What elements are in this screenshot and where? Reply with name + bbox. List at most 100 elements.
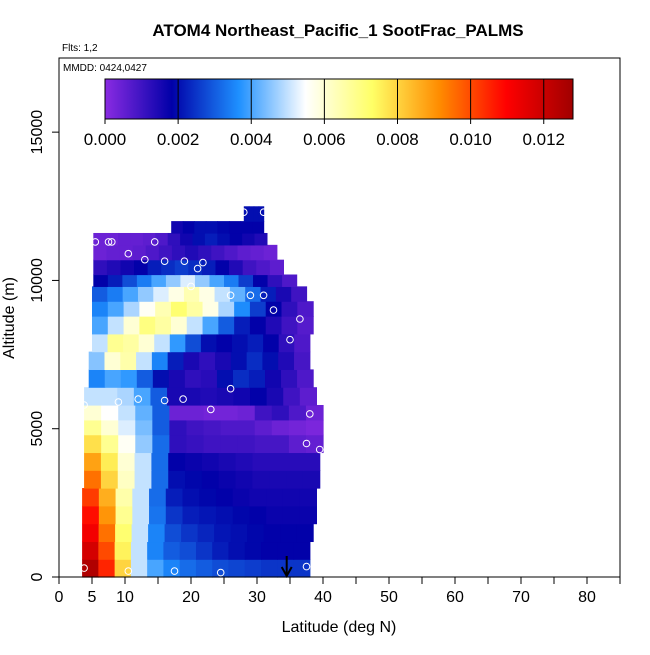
heatmap-cell: [299, 505, 317, 525]
sample-point: [306, 410, 314, 418]
heatmap-cell: [118, 404, 136, 421]
heatmap-cell: [267, 274, 283, 287]
heatmap-cell: [137, 286, 154, 302]
heatmap-cell: [254, 404, 273, 421]
sample-point: [141, 255, 149, 264]
heatmap-cell: [281, 369, 298, 388]
heatmap-cell: [104, 369, 122, 388]
y-axis-label: Altitude (m): [1, 277, 18, 359]
x-tick-label: 80: [578, 589, 596, 606]
heatmap-cell: [302, 470, 321, 489]
heatmap-cell: [194, 221, 207, 234]
heatmap-cell: [88, 369, 106, 388]
heatmap-cell: [184, 369, 202, 388]
heatmap-cell: [167, 232, 181, 246]
heatmap-cell: [263, 523, 281, 543]
heatmap-cell: [214, 286, 231, 302]
heatmap-cell: [168, 470, 186, 489]
heatmap-cell: [288, 419, 307, 436]
heatmap-cell: [183, 286, 200, 302]
heatmap-cell: [149, 505, 167, 525]
heatmap-cell: [148, 523, 166, 543]
heatmap-cell: [200, 369, 218, 388]
heatmap-cell: [244, 559, 262, 578]
heatmap-cell: [200, 333, 218, 353]
heatmap-cell: [271, 434, 290, 454]
heatmap-cell: [152, 404, 171, 421]
heatmap-cell: [100, 452, 119, 471]
heatmap-cell: [198, 244, 212, 261]
heatmap-cell: [217, 232, 231, 246]
heatmap-cell: [182, 488, 200, 507]
heatmap-cell: [237, 419, 256, 436]
heatmap-cell: [186, 434, 205, 454]
heatmap-cell: [179, 541, 197, 560]
heatmap-cell: [118, 419, 136, 436]
sample-point: [240, 208, 248, 216]
heatmap-cell: [280, 523, 298, 543]
colorbar-tick-label: 0.000: [84, 130, 127, 149]
heatmap-cell: [202, 316, 219, 335]
sample-point: [160, 257, 169, 266]
heatmap-cell: [117, 387, 135, 406]
heatmap-cell: [253, 274, 269, 287]
heatmap-cell: [132, 505, 150, 525]
heatmap-cell: [123, 316, 140, 335]
x-tick-label: 50: [380, 589, 398, 606]
sample-points-layer: [80, 208, 324, 577]
sample-point: [216, 568, 225, 577]
heatmap-cell: [132, 244, 147, 261]
heatmap-cell: [145, 244, 160, 261]
sample-point: [296, 315, 304, 323]
heatmap-cell: [220, 404, 239, 421]
heatmap-cell: [195, 541, 213, 560]
heatmap-cell: [215, 505, 234, 525]
heatmap-cell: [232, 505, 251, 525]
heatmap-cell: [218, 470, 237, 489]
heatmap-cell: [130, 541, 148, 560]
heatmap-cell: [199, 286, 216, 302]
heatmap-cell: [93, 259, 108, 276]
heatmap-cell: [104, 351, 121, 370]
heatmap-cell: [228, 559, 246, 578]
heatmap-cell: [262, 351, 279, 370]
sample-point: [302, 562, 311, 571]
heatmap-cell: [134, 259, 149, 276]
heatmap-cell: [135, 404, 153, 421]
heatmap-cell: [133, 387, 152, 406]
heatmap-cell: [266, 488, 284, 507]
heatmap-cell: [277, 541, 295, 560]
x-tick-label: 10: [116, 589, 134, 606]
sample-point: [124, 249, 133, 258]
y-tick-label: 15000: [29, 110, 46, 155]
heatmap-cell: [194, 274, 211, 287]
heatmap-cell: [114, 559, 132, 578]
sample-point: [269, 306, 278, 314]
x-tick-label: 30: [248, 589, 266, 606]
heatmap-cell: [142, 232, 156, 246]
heatmap-cell: [182, 505, 200, 525]
heatmap-cell: [297, 301, 314, 317]
heatmap-cell: [293, 541, 311, 560]
heatmap-cell: [98, 488, 117, 507]
heatmap-cell: [232, 488, 251, 507]
heatmap-cell: [185, 470, 203, 489]
heatmap-cell: [250, 244, 265, 261]
heatmap-cell: [151, 274, 167, 287]
heatmap-cell: [154, 333, 171, 353]
y-tick-label: 5000: [29, 411, 46, 447]
heatmap-cell: [288, 404, 307, 421]
heatmap-cell: [252, 470, 270, 489]
heatmap-cell: [122, 286, 139, 302]
heatmap-cell: [186, 419, 205, 436]
latitude-marker: [280, 556, 293, 579]
colorbar-ticks: 0.000 0.002 0.004 0.006 0.008 0.010 0.012: [84, 79, 565, 149]
heatmap-cell: [107, 301, 125, 317]
heatmap-cell: [248, 369, 266, 388]
heatmap-cell: [297, 316, 314, 335]
heatmap-cell: [199, 505, 217, 525]
heatmap-cell: [120, 259, 135, 276]
heatmap-cell: [201, 452, 220, 471]
